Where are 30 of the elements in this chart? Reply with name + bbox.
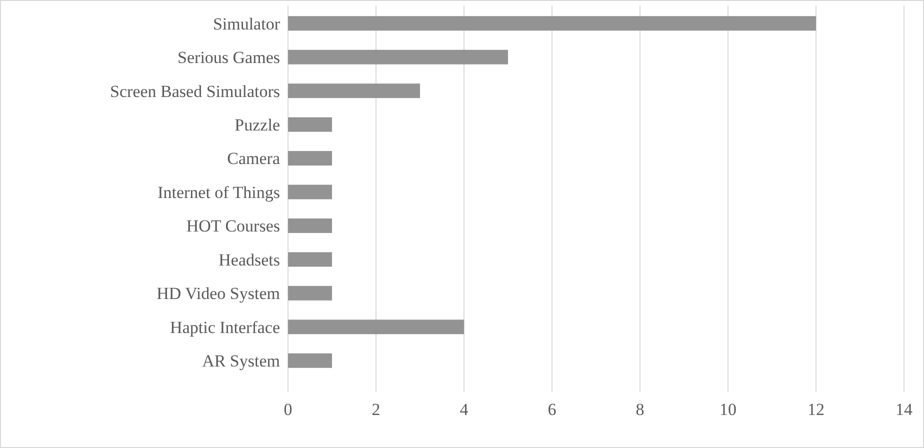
- bar: [288, 184, 332, 200]
- y-tick-label: HD Video System: [156, 284, 280, 304]
- x-tick-label: 2: [372, 400, 380, 419]
- y-tick-label: Haptic Interface: [170, 318, 280, 337]
- x-tick-label: 4: [460, 400, 469, 419]
- y-tick-label: HOT Courses: [186, 216, 280, 236]
- bar: [288, 84, 420, 98]
- x-tick-label: 8: [636, 400, 644, 419]
- x-tick-label: 14: [896, 400, 913, 419]
- bar: [288, 252, 332, 267]
- bar: [288, 151, 332, 166]
- y-tick-label: Serious Games: [178, 48, 280, 68]
- y-tick-label: Screen Based Simulators: [110, 82, 280, 101]
- x-tick-label: 12: [808, 400, 824, 419]
- y-tick-label: Internet of Things: [158, 182, 280, 202]
- y-tick-label: Simulator: [212, 14, 280, 34]
- x-tick-label: 6: [548, 400, 556, 419]
- y-tick-label: Puzzle: [234, 116, 280, 134]
- bar: [288, 320, 464, 334]
- y-tick-label: Camera: [227, 149, 280, 168]
- y-tick-label: Headsets: [218, 250, 280, 270]
- x-tick-label: 0: [284, 400, 292, 419]
- bar: [288, 117, 332, 132]
- bar: [288, 218, 332, 233]
- bar: [288, 286, 332, 300]
- y-tick-label: AR System: [202, 352, 280, 371]
- bar: [288, 50, 508, 64]
- bar: [288, 353, 332, 368]
- x-tick-label: 10: [720, 400, 736, 419]
- bar: [288, 16, 816, 31]
